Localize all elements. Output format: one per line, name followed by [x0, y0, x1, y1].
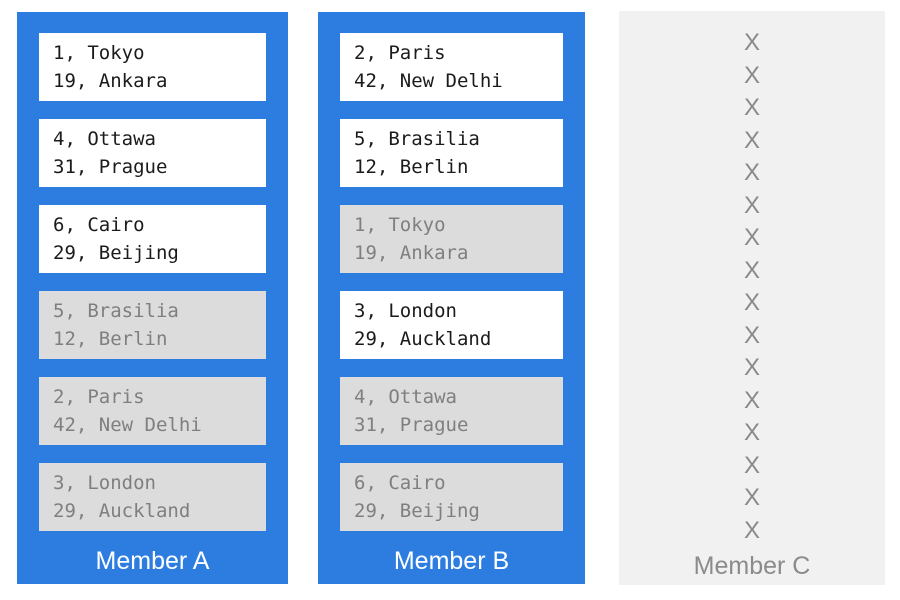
member-column-c: X X X X X X X X X X X X X X X X Member C — [619, 11, 885, 585]
log-entry-line2: 12, Berlin — [53, 328, 168, 350]
log-entry-card-committed: 2, Paris 42, New Delhi — [340, 33, 563, 101]
offline-x-mark: X — [743, 191, 760, 219]
offline-x-mark: X — [743, 289, 760, 316]
offline-x-mark: X — [743, 451, 760, 479]
log-entry-line2: 19, Ankara — [53, 70, 168, 92]
log-entry-card-committed: 3, London 29, Auckland — [340, 291, 563, 359]
log-entry-line2: 42, New Delhi — [354, 70, 503, 92]
log-entry-card-uncommitted: 3, London 29, Auckland — [39, 463, 266, 531]
log-entry-card-uncommitted: 1, Tokyo 19, Ankara — [340, 205, 563, 273]
log-entry-line1: 4, Ottawa — [354, 386, 457, 408]
offline-x-mark: X — [743, 484, 760, 511]
log-entry-line1: 1, Tokyo — [53, 42, 145, 64]
log-entry-line2: 29, Auckland — [354, 328, 492, 350]
offline-x-mark: X — [743, 354, 760, 381]
log-entry-card-committed: 5, Brasilia 12, Berlin — [340, 119, 563, 187]
log-entry-line2: 42, New Delhi — [53, 414, 202, 436]
member-label: Member B — [393, 547, 510, 575]
log-entry-line1: 5, Brasilia — [354, 128, 480, 150]
offline-x-mark: X — [743, 256, 760, 284]
log-entry-line1: 2, Paris — [354, 42, 446, 64]
member-label: Member C — [693, 551, 811, 580]
log-entry-card-uncommitted: 2, Paris 42, New Delhi — [39, 377, 266, 445]
member-label: Member A — [95, 547, 210, 575]
log-entry-line2: 29, Beijing — [53, 242, 179, 264]
log-entry-card-uncommitted: 4, Ottawa 31, Prague — [340, 377, 563, 445]
log-entry-line2: 29, Auckland — [53, 500, 191, 522]
offline-x-mark: X — [743, 29, 760, 56]
offline-x-mark: X — [743, 61, 760, 89]
offline-x-mark: X — [743, 419, 760, 446]
log-entry-line1: 2, Paris — [53, 386, 145, 408]
log-entry-card-uncommitted: 5, Brasilia 12, Berlin — [39, 291, 266, 359]
log-entry-card-committed: 1, Tokyo 19, Ankara — [39, 33, 266, 101]
offline-x-mark: X — [743, 94, 760, 121]
offline-x-mark: X — [743, 516, 760, 544]
log-entry-line1: 6, Cairo — [53, 214, 145, 236]
log-entry-line1: 3, London — [354, 300, 457, 322]
log-entry-list: 1, Tokyo 19, Ankara 4, Ottawa 31, Prague 6, … — [17, 12, 288, 531]
log-entry-line2: 19, Ankara — [354, 242, 469, 264]
log-entry-line1: 1, Tokyo — [354, 214, 446, 236]
log-entry-line2: 31, Prague — [53, 156, 168, 178]
log-entry-line1: 5, Brasilia — [53, 300, 179, 322]
log-entry-line1: 3, London — [53, 472, 156, 494]
log-entry-line1: 6, Cairo — [354, 472, 446, 494]
log-entry-line2: 29, Beijing — [354, 500, 480, 522]
offline-x-mark: X — [743, 126, 760, 154]
member-column-a: 1, Tokyo 19, Ankara 4, Ottawa 31, Prague 6, … — [17, 12, 288, 584]
offline-x-mark: X — [743, 321, 760, 349]
log-entry-line2: 31, Prague — [354, 414, 469, 436]
log-entry-line2: 12, Berlin — [354, 156, 469, 178]
log-entry-list: 2, Paris 42, New Delhi 5, Brasilia 12, Berl… — [318, 12, 585, 531]
log-entry-line1: 4, Ottawa — [53, 128, 156, 150]
offline-x-mark: X — [743, 159, 760, 186]
log-entry-card-committed: 4, Ottawa 31, Prague — [39, 119, 266, 187]
log-entry-card-uncommitted: 6, Cairo 29, Beijing — [340, 463, 563, 531]
offline-x-mark: X — [743, 386, 760, 414]
member-column-b: 2, Paris 42, New Delhi 5, Brasilia 12, Berl… — [318, 12, 585, 584]
offline-x-mark: X — [743, 224, 760, 251]
log-entry-card-committed: 6, Cairo 29, Beijing — [39, 205, 266, 273]
